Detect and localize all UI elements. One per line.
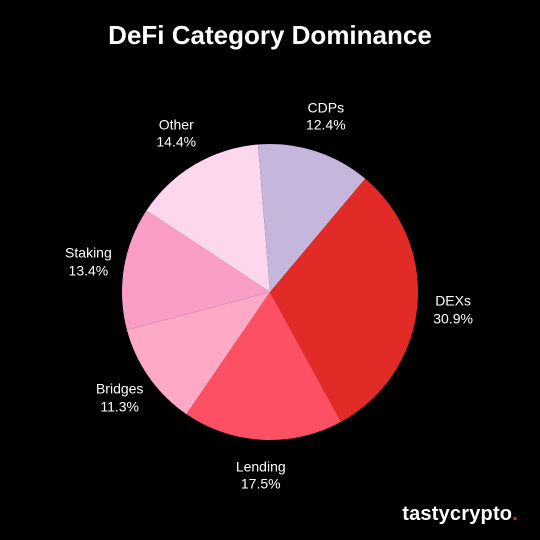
brand-dot: . (512, 503, 518, 525)
slice-label: Bridges11.3% (96, 381, 143, 416)
slice-label: Other14.4% (156, 116, 196, 151)
brand-suffix: crypto (450, 503, 512, 525)
brand-prefix: tasty (402, 503, 450, 525)
slice-label: Staking13.4% (65, 245, 112, 280)
slice-label: Lending17.5% (236, 458, 286, 493)
brand-logo: tastycrypto. (402, 503, 518, 526)
slice-label: DEXs30.9% (433, 293, 473, 328)
slice-label: CDPs12.4% (306, 99, 346, 134)
chart-title: DeFi Category Dominance (0, 20, 540, 51)
pie-chart (0, 70, 540, 500)
chart-container: DeFi Category Dominance DEXs30.9% Lending… (0, 0, 540, 540)
